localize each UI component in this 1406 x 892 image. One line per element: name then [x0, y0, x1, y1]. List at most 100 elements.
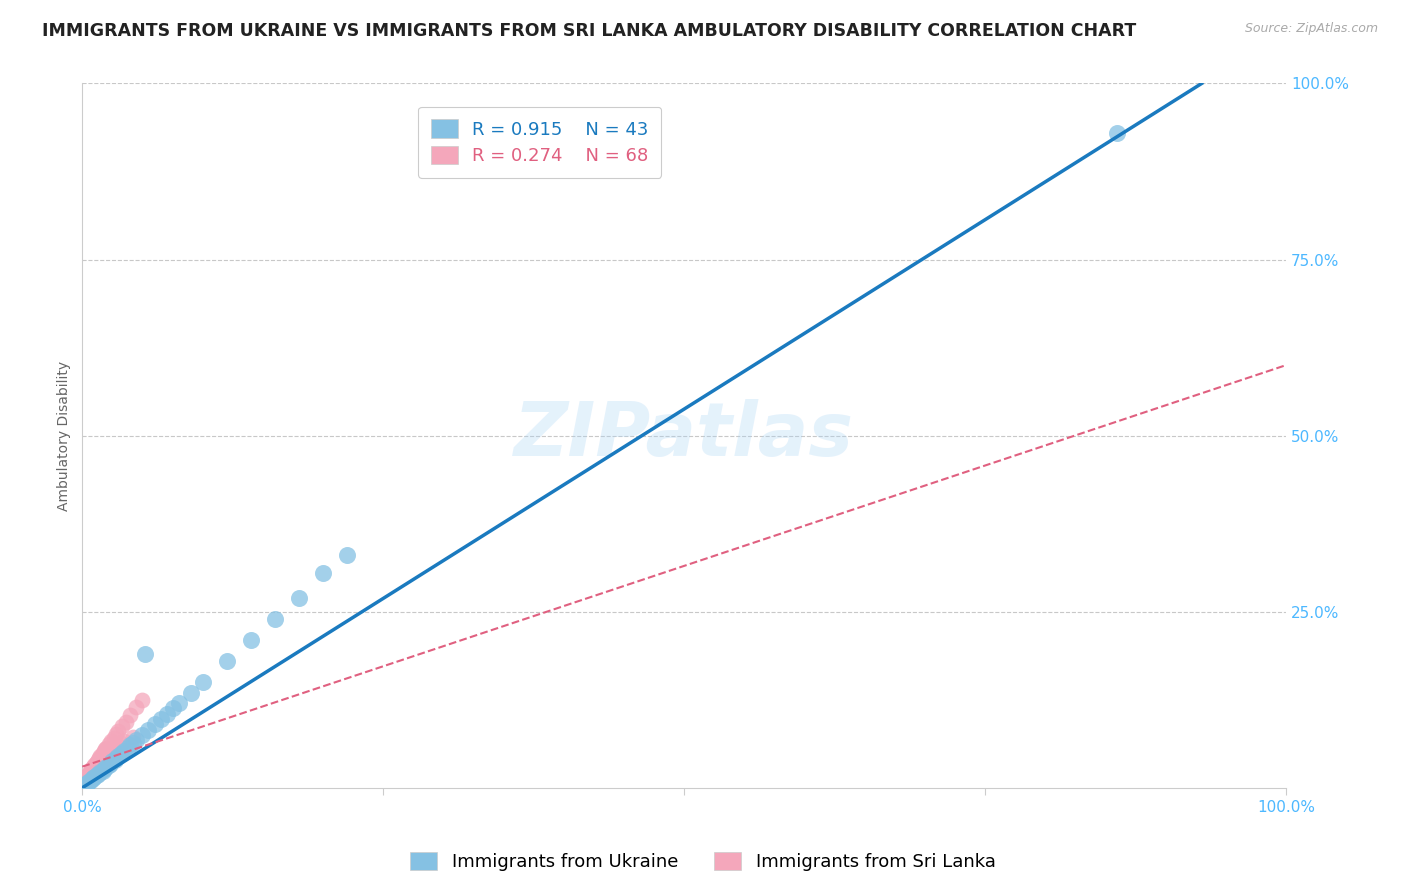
- Point: [83, 764, 105, 779]
- Point: [107, 749, 129, 764]
- Point: [104, 751, 127, 765]
- Point: [110, 747, 132, 761]
- Point: [112, 733, 135, 747]
- Point: [86, 760, 108, 774]
- Point: [93, 744, 115, 758]
- Point: [264, 612, 287, 626]
- Point: [77, 775, 100, 789]
- Point: [91, 754, 114, 768]
- Point: [77, 772, 100, 787]
- Text: Source: ZipAtlas.com: Source: ZipAtlas.com: [1244, 22, 1378, 36]
- Point: [86, 762, 108, 776]
- Point: [134, 647, 156, 661]
- Point: [215, 654, 238, 668]
- Point: [86, 768, 108, 782]
- Point: [97, 757, 120, 772]
- Point: [96, 759, 118, 773]
- Point: [73, 776, 96, 790]
- Point: [100, 733, 122, 747]
- Point: [84, 763, 107, 777]
- Point: [76, 769, 98, 783]
- Point: [125, 732, 148, 747]
- Point: [79, 765, 101, 780]
- Point: [83, 758, 105, 772]
- Point: [75, 772, 97, 787]
- Point: [73, 776, 96, 790]
- Point: [125, 700, 148, 714]
- Point: [93, 753, 115, 767]
- Point: [89, 749, 111, 764]
- Point: [90, 756, 112, 770]
- Point: [76, 773, 98, 788]
- Point: [239, 632, 262, 647]
- Point: [86, 755, 108, 769]
- Point: [77, 770, 100, 784]
- Point: [120, 708, 142, 723]
- Point: [121, 730, 143, 744]
- Point: [101, 742, 124, 756]
- Point: [110, 736, 132, 750]
- Point: [80, 762, 103, 776]
- Point: [111, 746, 134, 760]
- Point: [82, 771, 104, 785]
- Point: [90, 747, 112, 762]
- Point: [91, 746, 114, 760]
- Point: [72, 779, 94, 793]
- Point: [79, 764, 101, 779]
- Point: [103, 731, 125, 745]
- Point: [94, 749, 117, 764]
- Point: [97, 737, 120, 751]
- Point: [84, 756, 107, 770]
- Point: [111, 719, 134, 733]
- Point: [1107, 126, 1129, 140]
- Text: ZIPatlas: ZIPatlas: [515, 399, 853, 472]
- Point: [162, 701, 184, 715]
- Point: [120, 739, 142, 753]
- Point: [180, 686, 202, 700]
- Point: [94, 750, 117, 764]
- Point: [336, 549, 359, 563]
- Point: [138, 723, 160, 737]
- Point: [82, 759, 104, 773]
- Point: [105, 739, 128, 753]
- Point: [73, 774, 96, 789]
- Point: [87, 758, 110, 772]
- Point: [79, 773, 101, 788]
- Point: [155, 706, 177, 721]
- Point: [104, 727, 127, 741]
- Point: [75, 772, 97, 786]
- Point: [191, 675, 214, 690]
- Y-axis label: Ambulatory Disability: Ambulatory Disability: [58, 360, 72, 510]
- Point: [77, 766, 100, 780]
- Point: [80, 763, 103, 777]
- Point: [83, 770, 105, 784]
- Point: [79, 769, 101, 783]
- Point: [149, 712, 172, 726]
- Point: [82, 761, 104, 775]
- Point: [89, 751, 111, 765]
- Point: [80, 772, 103, 787]
- Point: [96, 740, 118, 755]
- Point: [112, 744, 135, 758]
- Point: [104, 753, 127, 767]
- Point: [97, 747, 120, 761]
- Point: [288, 591, 311, 605]
- Point: [89, 765, 111, 780]
- Point: [72, 777, 94, 791]
- Point: [98, 745, 121, 759]
- Legend: Immigrants from Ukraine, Immigrants from Sri Lanka: Immigrants from Ukraine, Immigrants from…: [404, 845, 1002, 879]
- Point: [167, 696, 190, 710]
- Point: [143, 717, 166, 731]
- Point: [312, 566, 335, 580]
- Point: [117, 741, 139, 756]
- Legend: R = 0.915    N = 43, R = 0.274    N = 68: R = 0.915 N = 43, R = 0.274 N = 68: [418, 106, 661, 178]
- Point: [93, 763, 115, 777]
- Point: [107, 724, 129, 739]
- Point: [94, 742, 117, 756]
- Point: [82, 766, 104, 780]
- Point: [89, 756, 111, 771]
- Point: [121, 736, 143, 750]
- Point: [75, 775, 97, 789]
- Point: [131, 728, 153, 742]
- Point: [104, 740, 127, 755]
